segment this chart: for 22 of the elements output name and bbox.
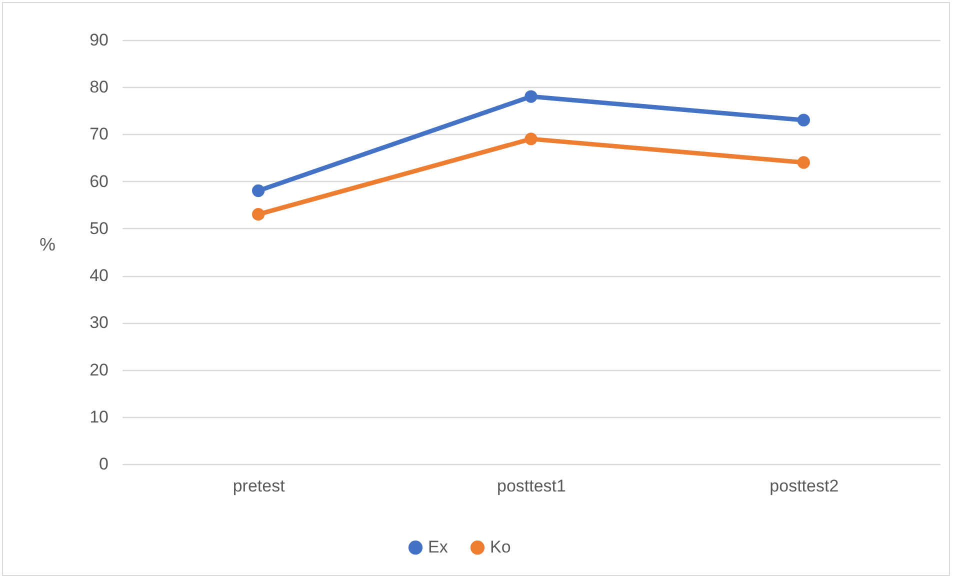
y-tick-label: 50 xyxy=(90,218,108,238)
x-tick-label: posttest1 xyxy=(497,476,566,496)
y-tick-label: 60 xyxy=(90,172,108,191)
legend-label: Ex xyxy=(428,538,448,557)
y-axis-title: % xyxy=(39,234,56,254)
y-tick-label: 10 xyxy=(90,407,108,426)
point xyxy=(797,114,810,126)
y-tick-label: 30 xyxy=(90,313,108,332)
y-tick-label: 90 xyxy=(90,30,108,50)
x-tick-label: pretest xyxy=(232,476,286,496)
point xyxy=(524,132,538,146)
x-tick-label: posttest2 xyxy=(770,476,839,496)
y-tick-label: 20 xyxy=(90,360,108,380)
point xyxy=(252,184,265,198)
y-tick-label: 80 xyxy=(90,78,108,97)
point xyxy=(524,90,538,103)
point xyxy=(252,208,265,221)
y-tick-label: 0 xyxy=(99,454,108,474)
point xyxy=(797,156,810,169)
y-tick-label: 40 xyxy=(90,266,108,286)
y-tick-label: 70 xyxy=(90,124,108,144)
legend-label: Ko xyxy=(490,538,511,557)
